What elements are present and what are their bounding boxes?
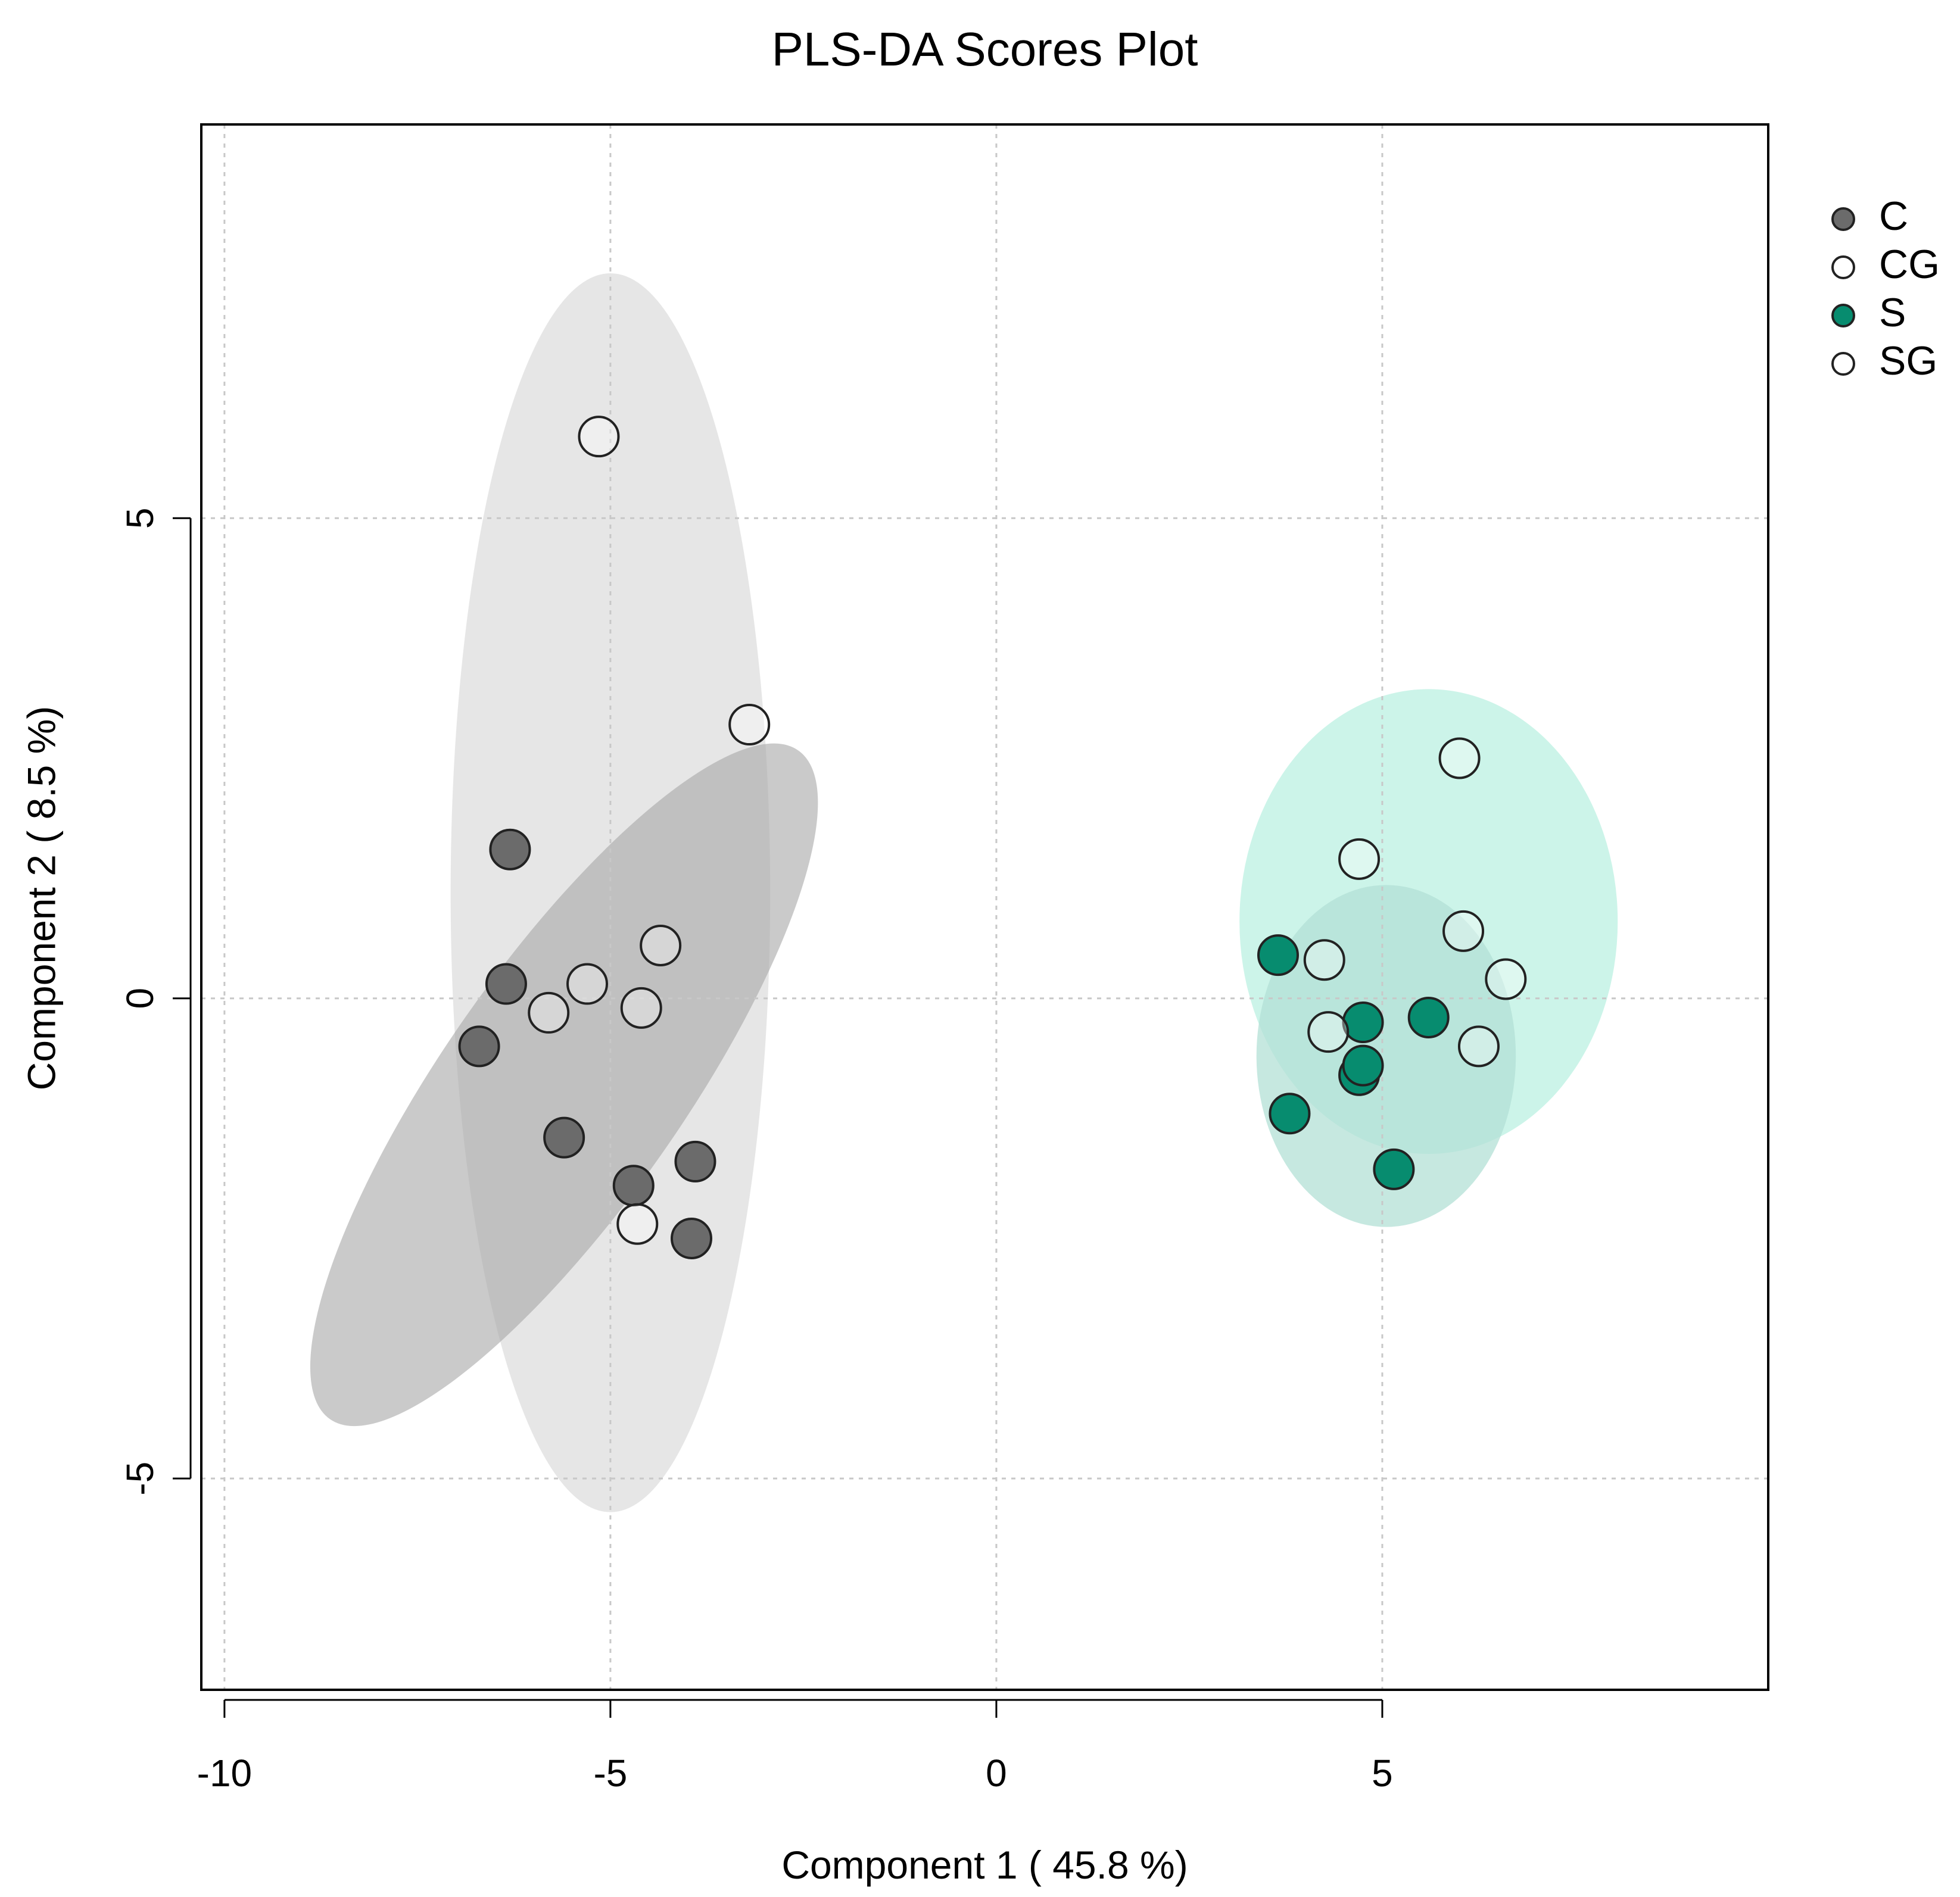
legend-marker-cg [1831, 255, 1855, 279]
point-cg-2 [728, 704, 771, 746]
legend-label-sg: SG [1879, 338, 1937, 383]
point-s-2 [1342, 1001, 1384, 1044]
x-tick-label: -10 [197, 1752, 253, 1795]
point-cg-3 [640, 925, 682, 967]
y-axis-title: Component 2 ( 8.5 %) [19, 706, 63, 1091]
legend-marker-s [1831, 304, 1855, 327]
point-sg-2 [1338, 838, 1381, 880]
point-c-6 [674, 1140, 716, 1182]
chart-title: PLS-DA Scores Plot [772, 23, 1198, 76]
point-cg-4 [566, 963, 609, 1005]
point-c-3 [458, 1025, 500, 1068]
plot-frame [200, 123, 1769, 1691]
point-c-5 [612, 1165, 655, 1207]
x-tick-label: -5 [593, 1752, 627, 1795]
y-tick-label: 0 [119, 988, 161, 1009]
y-tick-label: 5 [119, 507, 161, 529]
point-s-3 [1407, 996, 1450, 1038]
point-c-1 [489, 828, 531, 871]
x-axis-title: Component 1 ( 45.8 %) [781, 1843, 1188, 1887]
confidence-ellipses [310, 273, 1618, 1512]
legend-label-c: C [1879, 194, 1908, 239]
point-cg-6 [620, 987, 662, 1029]
point-c-2 [485, 963, 527, 1005]
point-s-1 [1257, 934, 1300, 976]
point-c-7 [670, 1217, 712, 1259]
point-cg-7 [616, 1203, 659, 1245]
legend-marker-c [1831, 207, 1855, 231]
point-s-6 [1269, 1093, 1311, 1135]
point-sg-4 [1485, 958, 1527, 1000]
point-sg-3 [1442, 910, 1485, 952]
y-tick-label: -5 [119, 1462, 161, 1496]
point-cg-1 [578, 416, 620, 458]
score-points [458, 416, 1527, 1259]
point-cg-5 [528, 991, 570, 1034]
legend-label-s: S [1879, 290, 1906, 335]
point-sg-6 [1307, 1011, 1350, 1053]
grid [201, 124, 1768, 1690]
legend-marker-sg [1831, 352, 1855, 376]
point-sg-7 [1457, 1025, 1500, 1068]
point-sg-5 [1303, 939, 1345, 981]
point-c-4 [543, 1116, 585, 1159]
x-tick-label: 0 [986, 1752, 1007, 1795]
point-sg-1 [1438, 737, 1481, 779]
legend-label-cg: CG [1879, 242, 1940, 287]
ellipse-s [1256, 885, 1516, 1227]
axes: -10 -5 0 5 -5 0 5 [119, 507, 1393, 1795]
ellipse-c [310, 743, 818, 1427]
x-tick-label: 5 [1372, 1752, 1393, 1795]
point-s-7 [1373, 1148, 1415, 1190]
point-s-5 [1342, 1044, 1384, 1087]
